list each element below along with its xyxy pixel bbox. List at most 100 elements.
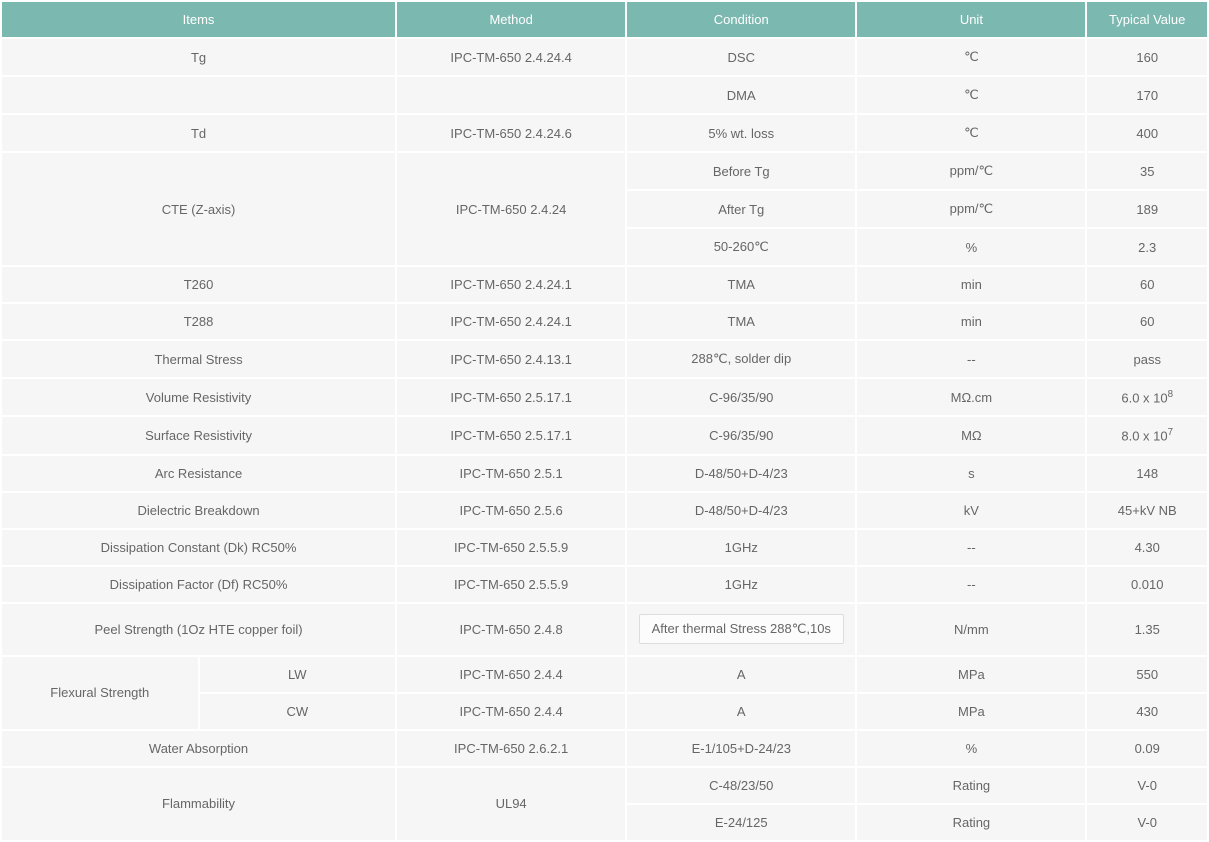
cell-item: Volume Resistivity (2, 379, 395, 415)
cell-method: IPC-TM-650 2.4.8 (397, 604, 625, 655)
cell-sub: LW (200, 657, 396, 692)
cell-method: IPC-TM-650 2.5.17.1 (397, 417, 625, 453)
table-row: Td IPC-TM-650 2.4.24.6 5% wt. loss ℃ 400 (2, 115, 1207, 151)
cell-value: 148 (1087, 456, 1207, 491)
table-row: Surface Resistivity IPC-TM-650 2.5.17.1 … (2, 417, 1207, 453)
cell-value: 60 (1087, 304, 1207, 339)
cell-value: 170 (1087, 77, 1207, 113)
table-row: Peel Strength (1Oz HTE copper foil) IPC-… (2, 604, 1207, 655)
cell-unit: min (857, 304, 1085, 339)
cell-sub: CW (200, 694, 396, 729)
cell-value: 189 (1087, 191, 1207, 227)
table-row: T260 IPC-TM-650 2.4.24.1 TMA min 60 (2, 267, 1207, 302)
cell-unit: s (857, 456, 1085, 491)
value-base: 6.0 x 10 (1121, 390, 1167, 405)
cell-item: Tg (2, 39, 395, 75)
cell-condition: TMA (627, 304, 855, 339)
cell-unit: Rating (857, 768, 1085, 803)
table-row: Dissipation Factor (Df) RC50% IPC-TM-650… (2, 567, 1207, 602)
cell-item: T288 (2, 304, 395, 339)
table-row: Thermal Stress IPC-TM-650 2.4.13.1 288℃,… (2, 341, 1207, 377)
cell-value: pass (1087, 341, 1207, 377)
cell-method: IPC-TM-650 2.6.2.1 (397, 731, 625, 766)
cell-item: Flammability (2, 768, 395, 840)
cell-method: IPC-TM-650 2.5.5.9 (397, 567, 625, 602)
cell-condition: After thermal Stress 288℃,10s (627, 604, 855, 655)
cell-method: IPC-TM-650 2.4.24.1 (397, 267, 625, 302)
cell-method: IPC-TM-650 2.4.4 (397, 657, 625, 692)
cell-condition: C-48/23/50 (627, 768, 855, 803)
cell-method: IPC-TM-650 2.5.5.9 (397, 530, 625, 565)
cell-value: 45+kV NB (1087, 493, 1207, 528)
cell-method: IPC-TM-650 2.5.1 (397, 456, 625, 491)
cell-condition: C-96/35/90 (627, 379, 855, 415)
cell-condition: A (627, 657, 855, 692)
cell-value: 430 (1087, 694, 1207, 729)
cell-method: IPC-TM-650 2.4.4 (397, 694, 625, 729)
cell-method: IPC-TM-650 2.4.24.1 (397, 304, 625, 339)
cell-value: V-0 (1087, 768, 1207, 803)
table-row: DMA ℃ 170 (2, 77, 1207, 113)
header-unit: Unit (857, 2, 1085, 37)
table-row: Arc Resistance IPC-TM-650 2.5.1 D-48/50+… (2, 456, 1207, 491)
header-row: Items Method Condition Unit Typical Valu… (2, 2, 1207, 37)
cell-unit: MΩ (857, 417, 1085, 453)
cell-unit: N/mm (857, 604, 1085, 655)
value-exp: 7 (1168, 427, 1173, 438)
cell-condition: D-48/50+D-4/23 (627, 493, 855, 528)
cell-value: 1.35 (1087, 604, 1207, 655)
cell-unit: % (857, 229, 1085, 265)
cell-item: T260 (2, 267, 395, 302)
cell-value: 0.09 (1087, 731, 1207, 766)
cell-condition: A (627, 694, 855, 729)
cell-item: Dissipation Factor (Df) RC50% (2, 567, 395, 602)
cell-value: 2.3 (1087, 229, 1207, 265)
cell-condition: 50-260℃ (627, 229, 855, 265)
cell-method: IPC-TM-650 2.5.17.1 (397, 379, 625, 415)
cell-value: 8.0 x 107 (1087, 417, 1207, 453)
table-row: Flexural Strength LW IPC-TM-650 2.4.4 A … (2, 657, 1207, 692)
cell-item: Td (2, 115, 395, 151)
cell-value: 550 (1087, 657, 1207, 692)
cell-item: Dissipation Constant (Dk) RC50% (2, 530, 395, 565)
cell-item: Peel Strength (1Oz HTE copper foil) (2, 604, 395, 655)
cell-condition: DSC (627, 39, 855, 75)
cell-item (2, 77, 395, 113)
cell-unit: ppm/℃ (857, 153, 1085, 189)
cell-method: IPC-TM-650 2.4.24 (397, 153, 625, 265)
cell-item: Arc Resistance (2, 456, 395, 491)
cell-item: Surface Resistivity (2, 417, 395, 453)
cell-unit: -- (857, 530, 1085, 565)
cell-value: 35 (1087, 153, 1207, 189)
cell-unit: MPa (857, 694, 1085, 729)
cell-item: Flexural Strength (2, 657, 198, 729)
cell-condition: E-24/125 (627, 805, 855, 840)
cell-condition: 5% wt. loss (627, 115, 855, 151)
cell-unit: -- (857, 567, 1085, 602)
header-condition: Condition (627, 2, 855, 37)
cell-unit: ℃ (857, 77, 1085, 113)
cell-item: CTE (Z-axis) (2, 153, 395, 265)
cell-unit: ℃ (857, 115, 1085, 151)
cell-condition: 1GHz (627, 530, 855, 565)
spec-table: Items Method Condition Unit Typical Valu… (0, 0, 1209, 842)
cell-condition: TMA (627, 267, 855, 302)
cell-condition: E-1/105+D-24/23 (627, 731, 855, 766)
cell-value: 60 (1087, 267, 1207, 302)
cell-method: IPC-TM-650 2.4.24.6 (397, 115, 625, 151)
cell-method: IPC-TM-650 2.5.6 (397, 493, 625, 528)
table-row: Water Absorption IPC-TM-650 2.6.2.1 E-1/… (2, 731, 1207, 766)
cell-unit: % (857, 731, 1085, 766)
cell-method: UL94 (397, 768, 625, 840)
table-row: T288 IPC-TM-650 2.4.24.1 TMA min 60 (2, 304, 1207, 339)
cell-value: 6.0 x 108 (1087, 379, 1207, 415)
table-row: Dielectric Breakdown IPC-TM-650 2.5.6 D-… (2, 493, 1207, 528)
cell-unit: MΩ.cm (857, 379, 1085, 415)
cell-item: Dielectric Breakdown (2, 493, 395, 528)
table-row: CTE (Z-axis) IPC-TM-650 2.4.24 Before Tg… (2, 153, 1207, 189)
cell-item: Thermal Stress (2, 341, 395, 377)
value-exp: 8 (1168, 389, 1173, 400)
value-base: 8.0 x 10 (1121, 429, 1167, 444)
header-items: Items (2, 2, 395, 37)
table-row: Dissipation Constant (Dk) RC50% IPC-TM-6… (2, 530, 1207, 565)
